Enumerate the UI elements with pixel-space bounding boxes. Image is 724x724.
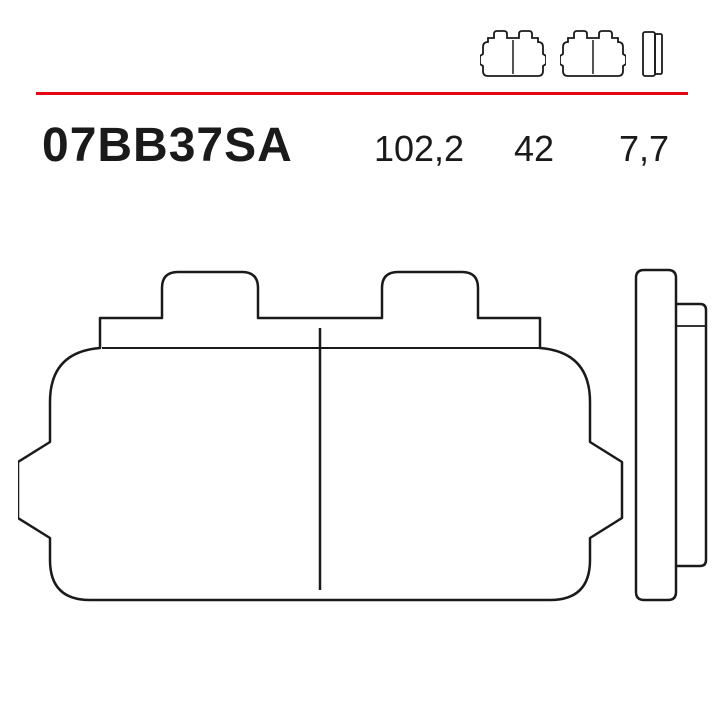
part-number: 07BB37SA — [42, 118, 354, 173]
dimension-width: 102,2 — [354, 128, 484, 170]
height-icon — [560, 28, 626, 78]
thickness-icon — [640, 28, 666, 78]
accent-divider — [36, 92, 688, 95]
dimension-thickness: 7,7 — [604, 128, 684, 170]
dimension-icon-row — [480, 28, 666, 78]
width-icon — [480, 28, 546, 78]
dimension-height: 42 — [494, 128, 574, 170]
spec-row: 07BB37SA 102,2 42 7,7 — [42, 118, 684, 173]
brake-pad-drawing — [18, 260, 708, 610]
